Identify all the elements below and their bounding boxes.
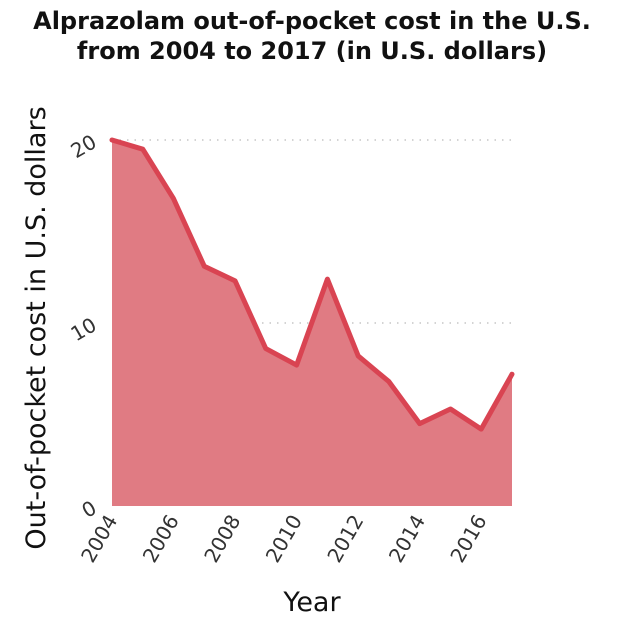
data-point-2009 bbox=[263, 346, 268, 351]
x-tick-label: 2004 bbox=[76, 511, 122, 567]
data-point-2006 bbox=[171, 196, 176, 201]
x-tick-label: 2012 bbox=[322, 511, 368, 567]
x-axis-ticks: 2004 2006 2008 2010 2012 2014 2016 bbox=[76, 511, 491, 567]
y-tick-label: 10 bbox=[66, 313, 100, 347]
x-tick-label: 2014 bbox=[384, 511, 430, 567]
data-point-2012 bbox=[356, 353, 361, 358]
data-point-2014 bbox=[417, 421, 422, 426]
data-point-2015 bbox=[448, 407, 453, 412]
data-point-2011 bbox=[325, 277, 330, 282]
data-point-2008 bbox=[233, 278, 238, 283]
y-axis-title: Out-of-pocket cost in U.S. dollars bbox=[21, 106, 52, 549]
x-tick-label: 2008 bbox=[199, 511, 245, 567]
data-point-2005 bbox=[140, 147, 145, 152]
y-tick-label: 20 bbox=[66, 130, 100, 164]
data-point-2010 bbox=[294, 363, 299, 368]
x-tick-label: 2010 bbox=[261, 511, 307, 567]
data-point-2013 bbox=[386, 379, 391, 384]
chart-title: Alprazolam out-of-pocket cost in the U.S… bbox=[0, 6, 624, 66]
series-line bbox=[109, 137, 515, 432]
x-tick-label: 2006 bbox=[138, 511, 184, 567]
chart-title-line-2: from 2004 to 2017 (in U.S. dollars) bbox=[76, 37, 548, 65]
data-point-2004 bbox=[110, 138, 114, 142]
data-point-2007 bbox=[202, 264, 207, 269]
data-point-2017 bbox=[510, 372, 514, 377]
x-axis-title: Year bbox=[282, 587, 341, 618]
chart-title-line-1: Alprazolam out-of-pocket cost in the U.S… bbox=[33, 7, 591, 35]
x-tick-label: 2016 bbox=[445, 511, 491, 567]
data-point-2016 bbox=[479, 427, 484, 432]
